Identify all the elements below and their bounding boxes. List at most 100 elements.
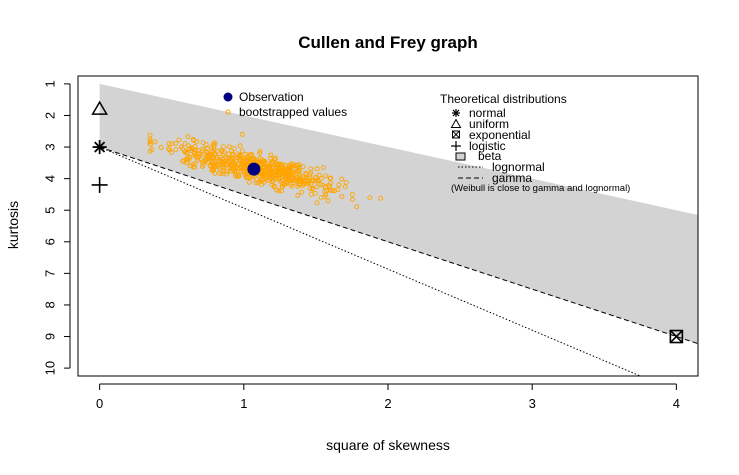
bootstrap-point (339, 194, 345, 199)
bootstrap-point (273, 155, 278, 161)
bootstrap-point (260, 176, 266, 182)
bootstrap-point (209, 158, 215, 164)
bootstrap-point (205, 156, 211, 162)
beta-region (99, 83, 698, 344)
bootstrap-point (239, 131, 245, 137)
y-tick-label: 7 (43, 270, 58, 277)
legend-bootstrap-marker (225, 109, 231, 115)
bootstrap-point (243, 162, 249, 168)
bootstrap-point (349, 191, 355, 197)
bootstrap-point (295, 193, 301, 198)
bootstrap-point (284, 179, 290, 185)
bootstrap-point (314, 184, 320, 190)
bootstrap-point (182, 148, 188, 154)
bootstrap-point (335, 186, 341, 192)
bootstrap-point (185, 134, 191, 139)
observation-point (247, 162, 261, 176)
bootstrap-point (308, 192, 314, 197)
bootstrap-point (236, 173, 242, 179)
bootstrap-point (295, 169, 301, 175)
bootstrap-point (354, 204, 360, 210)
bootstrap-point (254, 177, 259, 183)
bootstrap-point (243, 152, 249, 157)
bootstrap-point (270, 178, 276, 184)
bootstrap-point (244, 156, 250, 162)
bootstrap-point (367, 195, 373, 201)
y-axis: 1 2 3 4 5 6 7 8 9 10 (43, 80, 71, 375)
bootstrap-point (297, 174, 303, 180)
bootstrap-point (234, 155, 240, 161)
bootstrap-point (268, 152, 274, 158)
bootstrap-point (307, 186, 313, 191)
plot-frame (77, 75, 699, 377)
bootstrap-point (237, 143, 243, 149)
x-tick-label: 2 (384, 396, 391, 411)
theory-markers (91, 100, 684, 344)
bootstrap-point (219, 171, 225, 177)
bootstrap-point (239, 148, 245, 154)
bootstrap-point (283, 177, 289, 183)
plot-area (91, 83, 699, 377)
bootstrap-point (282, 182, 288, 188)
bootstrap-point (195, 157, 201, 163)
bootstrap-point (219, 156, 225, 162)
bootstrap-point (323, 184, 329, 190)
legend-normal-marker (452, 109, 460, 117)
legend-lognormal-label: lognormal (492, 160, 545, 174)
bootstrap-point (205, 150, 211, 156)
bootstrap-point (212, 151, 218, 157)
bootstrap-point (303, 170, 309, 176)
bootstrap-point (299, 189, 305, 195)
bootstrap-point (328, 180, 334, 186)
bootstrap-point (262, 171, 268, 177)
bootstrap-point (229, 148, 235, 154)
bootstrap-point (200, 139, 206, 145)
bootstrap-point (294, 175, 300, 181)
y-tick-label: 8 (43, 301, 58, 308)
bootstrap-point (295, 168, 301, 174)
bootstrap-point (327, 175, 333, 181)
bootstrap-point (295, 184, 301, 189)
bootstrap-point (192, 153, 198, 159)
normal-marker (92, 140, 107, 155)
bootstrap-point (302, 175, 308, 181)
bootstrap-point (268, 170, 274, 176)
legend-gamma-label: gamma (492, 171, 532, 185)
bootstrap-point (277, 168, 283, 173)
bootstrap-point (240, 161, 246, 167)
y-tick-label: 1 (43, 80, 58, 87)
bootstrap-point (209, 150, 215, 156)
legend-theoretical: Theoretical distributions normal uniform… (440, 92, 630, 194)
bootstrap-point (194, 139, 200, 145)
bootstrap-point (173, 147, 179, 153)
bootstrap-point (343, 179, 349, 185)
bootstrap-point (188, 147, 194, 153)
legend-logistic-label: logistic (469, 139, 506, 153)
bootstrap-point (309, 186, 315, 192)
y-tick-label: 3 (43, 143, 58, 150)
bootstrap-point (267, 163, 272, 169)
bootstrap-point (166, 146, 172, 151)
bootstrap-point (227, 168, 233, 174)
y-tick-label: 2 (43, 112, 58, 119)
bootstrap-point (308, 170, 314, 176)
bootstrap-point (292, 178, 298, 183)
bootstrap-point (183, 156, 189, 162)
legend-exponential-label: exponential (469, 128, 530, 142)
bootstrap-point (214, 156, 220, 162)
legend-observation: Observation bootstrapped values (223, 90, 347, 119)
bootstrap-point (148, 141, 154, 147)
legend-weibull-note: (Weibull is close to gamma and lognormal… (451, 183, 630, 194)
logistic-marker (91, 176, 108, 193)
bootstrap-point (147, 138, 153, 144)
bootstrap-point (253, 180, 259, 186)
bootstrap-point (314, 166, 320, 172)
bootstrap-point (167, 147, 173, 153)
x-tick-label: 3 (529, 396, 536, 411)
bootstrap-point (246, 179, 252, 185)
legend-exponential-marker (452, 130, 460, 139)
gamma-line (99, 146, 699, 345)
bootstrap-point (199, 159, 205, 165)
bootstrap-point (339, 176, 345, 182)
